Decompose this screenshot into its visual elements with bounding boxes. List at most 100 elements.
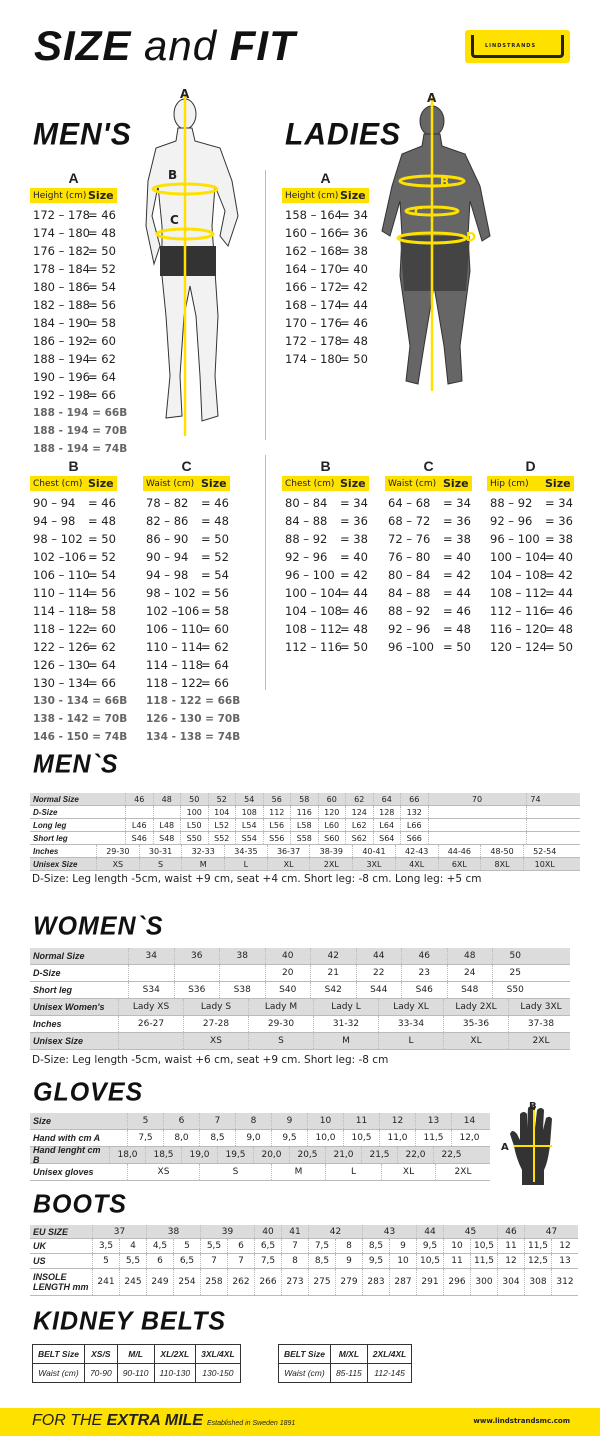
size: = 34 (545, 496, 573, 510)
range: 186 – 192 (33, 334, 90, 348)
range: 80 – 84 (388, 568, 431, 582)
table-row-extra: 146 - 150 = 74B (33, 731, 128, 743)
table-cell: 6,5 (173, 1254, 200, 1268)
range: 90 – 94 (146, 550, 189, 564)
row-label: Unisex gloves (33, 1167, 94, 1177)
range: 80 – 84 (285, 496, 328, 510)
size: = 48 (340, 622, 368, 636)
table-row: 100 – 104 = 40 (487, 548, 574, 566)
table-cell: 23 (401, 965, 447, 981)
figure-label-c: C (414, 205, 423, 219)
table-header: Height (cm) Size (282, 188, 369, 203)
range: 172 – 178 (285, 334, 342, 348)
womens-note: D-Size: Leg length -5cm, waist +6 cm, se… (32, 1054, 389, 1066)
header-size: Size (545, 477, 571, 490)
table-row: 94 – 98 = 54 (143, 566, 230, 584)
table-row: 184 – 190 = 58 (30, 314, 117, 332)
size: = 40 (443, 550, 471, 564)
table-row: Hand lenght cm B 18,0 18,5 19,0 19,5 20,0 20,5… (30, 1145, 490, 1165)
belt-cell: 2XL/4XL (366, 1344, 413, 1364)
table-cell: 27-28 (183, 1016, 248, 1032)
table-row: 82 – 86 = 48 (143, 512, 230, 530)
table-cell: 8 (335, 1239, 362, 1253)
table-cell: 18,5 (145, 1147, 181, 1163)
row-label: INSOLE LENGTH mm (33, 1272, 89, 1292)
table-cell: 262 (227, 1269, 254, 1295)
table-cell: 116 (290, 806, 318, 818)
belt-cell: Waist (cm) (278, 1363, 331, 1383)
table-cell: S (248, 1033, 313, 1049)
table-cell: 4,5 (146, 1239, 173, 1253)
table-row: 100 – 104 = 44 (282, 584, 369, 602)
table-cell: 9,5 (362, 1254, 389, 1268)
size: = 58 (88, 604, 116, 618)
size-table-ladies-a: A Height (cm) Size 158 – 164 = 34 160 – 166 = … (282, 170, 369, 368)
table-cell: 7,5 (308, 1239, 335, 1253)
title-size: SIZE (34, 22, 132, 69)
table-cell: 40 (264, 948, 311, 964)
table-cell: 120 (317, 806, 346, 818)
range: 164 – 170 (285, 262, 342, 276)
size: = 38 (340, 244, 368, 258)
header-measure: Waist (cm) (146, 478, 195, 489)
table-row: 162 – 168 = 38 (282, 242, 369, 260)
table-cell: S56 (262, 832, 291, 844)
range: 116 – 120 (490, 622, 547, 636)
table-cell: 45 (443, 1225, 497, 1238)
table-cell: L (378, 1033, 443, 1049)
belt-cell: M/XL (329, 1344, 368, 1364)
table-cell: 11,5 (470, 1254, 497, 1268)
table-row-extra: 138 - 142 = 70B (33, 713, 128, 725)
range: 88 – 92 (388, 604, 431, 618)
table-cell: 8,0 (163, 1130, 199, 1146)
table-row: 104 – 108 = 42 (487, 566, 574, 584)
range: 158 – 164 (285, 208, 342, 222)
belt-cell: 110-130 (153, 1363, 197, 1383)
table-row-extra: 188 - 194 = 74B (33, 443, 128, 455)
size: = 44 (545, 586, 573, 600)
table-cell: 22 (355, 965, 402, 981)
table-cell: 20,0 (253, 1147, 289, 1163)
table-cell: L48 (152, 819, 181, 831)
table-cell: S38 (219, 982, 265, 998)
column-letter: A (68, 170, 79, 186)
table-row: 166 – 172 = 42 (282, 278, 369, 296)
range: 176 – 182 (33, 244, 90, 258)
figure-label-d: D (466, 230, 476, 244)
table-cell: 287 (389, 1269, 416, 1295)
table-cell: 9 (389, 1239, 416, 1253)
table-row: Short leg S46 S48 S50 S52 S54 S56 S58 S60 S62 S64 S… (30, 832, 580, 845)
range: 84 – 88 (285, 514, 328, 528)
men-heading: MEN'S (33, 117, 132, 152)
table-cell: 64 (372, 793, 401, 805)
table-row: Inches 26-27 27-28 29-30 31-32 33-34 35-36 37-3… (30, 1016, 570, 1033)
range: 106 – 110 (33, 568, 90, 582)
column-letter: A (320, 170, 331, 186)
size: = 50 (443, 640, 471, 654)
range: 96 –100 (388, 640, 434, 654)
table-cell (427, 806, 526, 818)
table-cell: 22,0 (397, 1147, 433, 1163)
table-cell: 258 (200, 1269, 227, 1295)
table-row-extra: 188 - 194 = 66B (33, 407, 128, 419)
belt-cell: 130-150 (195, 1363, 241, 1383)
header-size: Size (88, 189, 114, 202)
table-cell: 37-38 (508, 1016, 573, 1032)
table-cell: 25 (492, 965, 538, 981)
range: 114 – 118 (33, 604, 90, 618)
table-cell: L46 (125, 819, 153, 831)
table-cell: 11,0 (379, 1130, 415, 1146)
size: = 40 (340, 262, 368, 276)
table-cell: 40 (254, 1225, 281, 1238)
table-cell: S52 (207, 832, 236, 844)
table-cell: 11 (443, 1254, 470, 1268)
row-label: Inches (33, 1019, 62, 1029)
table-cell: L (224, 858, 267, 870)
range: 122 – 126 (33, 640, 90, 654)
table-row: 190 – 196 = 64 (30, 368, 117, 386)
website-link[interactable]: www.lindstrandsmc.com (473, 1417, 570, 1425)
size: = 64 (88, 370, 116, 384)
header-measure: Height (cm) (33, 190, 87, 201)
table-row: 88 – 92 = 46 (385, 602, 472, 620)
table-cell: S42 (310, 982, 356, 998)
